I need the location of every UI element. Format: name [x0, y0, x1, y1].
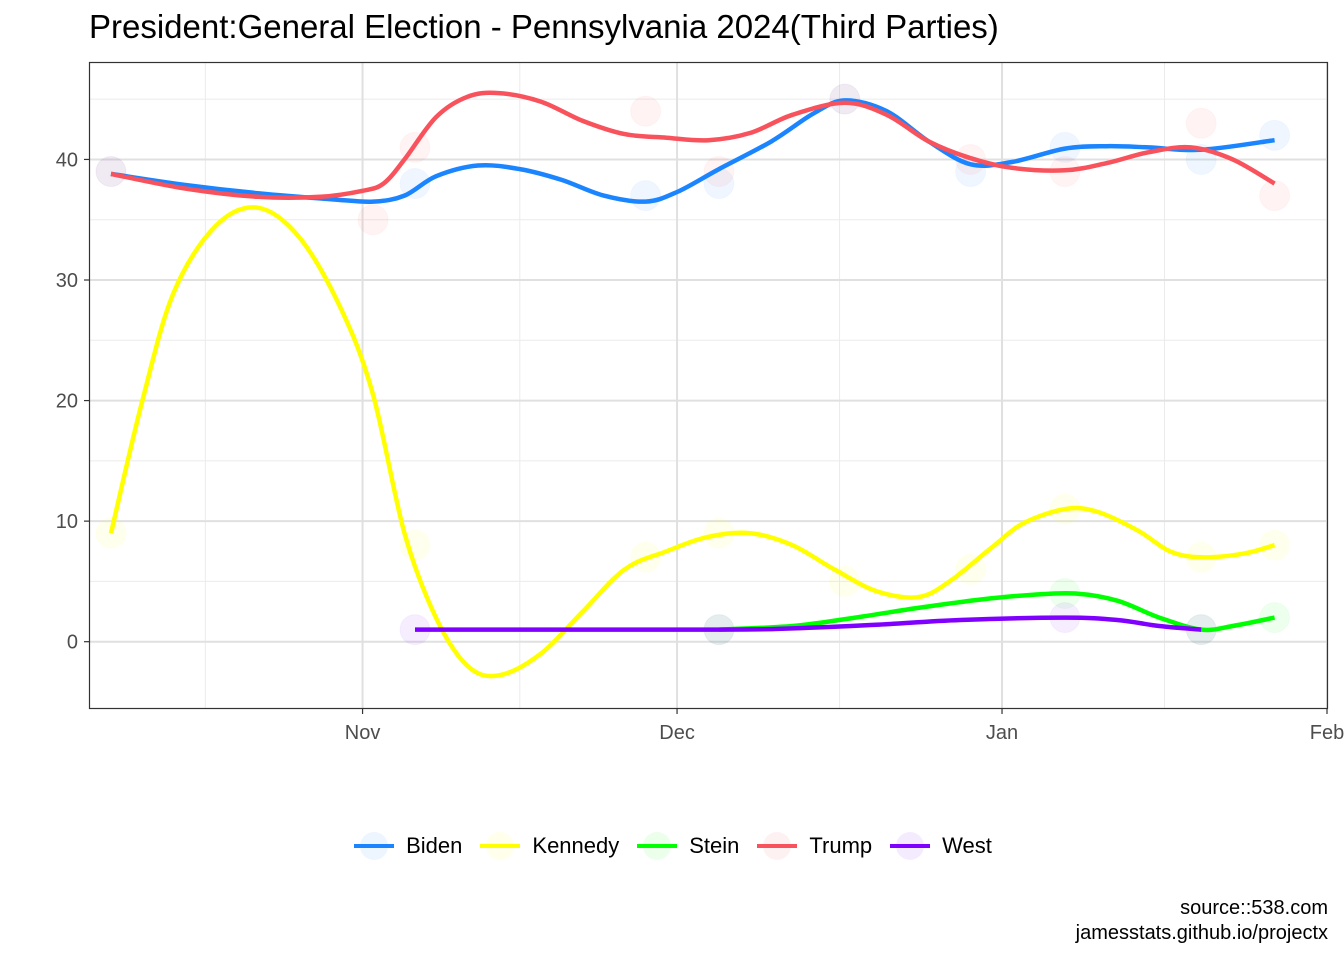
poll-points: [95, 83, 1291, 646]
legend-key: [888, 828, 932, 864]
legend-line-swatch: [890, 844, 931, 848]
site-caption: jamesstats.github.io/projectx: [1075, 922, 1328, 944]
poll-point-trump: [357, 204, 389, 236]
legend-item-biden: Biden: [352, 828, 462, 864]
axes: 0 10 20 30 40 Nov Dec Jan Feb: [56, 149, 1344, 744]
legend-label: West: [942, 833, 992, 858]
legend-item-stein: Stein: [635, 828, 739, 864]
y-tick-label: 20: [56, 391, 78, 413]
plot-area: 0 10 20 30 40 Nov Dec Jan Feb: [56, 61, 1344, 744]
legend-key: [478, 828, 522, 864]
legend-label: Biden: [406, 833, 463, 858]
x-tick-label: Feb: [1310, 722, 1344, 744]
x-tick-label: Dec: [659, 722, 695, 744]
panel-border: [88, 61, 1329, 710]
y-tick-label: 30: [56, 270, 78, 292]
legend-key: [635, 828, 679, 864]
legend-item-trump: Trump: [755, 828, 872, 864]
legend-key: [755, 828, 799, 864]
trend-lines: [108, 90, 1276, 679]
legend-label: Trump: [809, 833, 873, 858]
legend: Biden Kennedy Stein Trump West: [0, 828, 1344, 864]
trend-line-west: [414, 615, 1202, 632]
poll-point-trump: [95, 156, 127, 188]
legend-label: Kennedy: [532, 833, 620, 858]
poll-point-kennedy: [955, 553, 987, 585]
source-caption: source::538.com: [1180, 897, 1328, 919]
legend-label: Stein: [689, 833, 740, 858]
trend-line-biden: [110, 98, 1275, 204]
poll-point-trump: [1259, 180, 1291, 212]
poll-point-biden: [1259, 119, 1291, 151]
legend-item-kennedy: Kennedy: [478, 828, 619, 864]
poll-point-biden: [399, 168, 431, 200]
x-tick-label: Jan: [986, 722, 1018, 744]
legend-line-swatch: [480, 844, 521, 848]
chart-title: President:General Election - Pennsylvani…: [89, 8, 999, 45]
poll-point-trump: [630, 95, 662, 127]
legend-line-swatch: [354, 844, 395, 848]
poll-point-biden: [95, 156, 127, 188]
legend-line-swatch: [637, 844, 678, 848]
trend-line-trump: [110, 90, 1276, 200]
trend-line-stein: [718, 590, 1276, 633]
trend-line-kennedy: [108, 205, 1276, 679]
y-tick-label: 40: [56, 149, 78, 171]
legend-key: [352, 828, 396, 864]
legend-item-west: West: [888, 828, 992, 864]
y-tick-label: 10: [56, 511, 78, 533]
x-tick-label: Nov: [345, 722, 381, 744]
poll-point-trump: [1185, 107, 1217, 139]
y-tick-label: 0: [67, 632, 78, 654]
legend-line-swatch: [757, 844, 798, 848]
poll-point-biden: [630, 180, 662, 212]
